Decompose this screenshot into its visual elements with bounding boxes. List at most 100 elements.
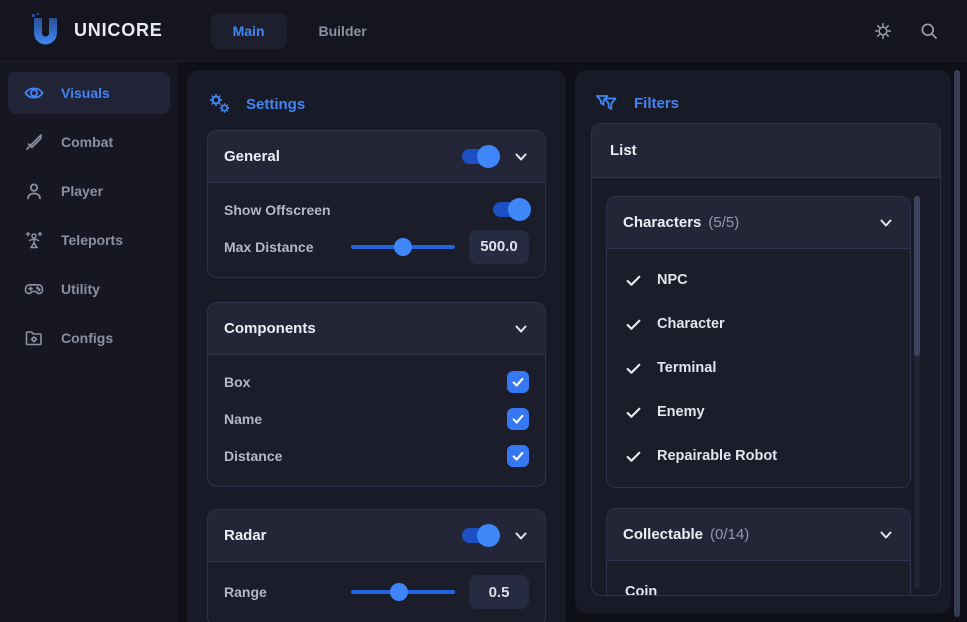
topbar-actions [873, 21, 939, 41]
sidebar-item-label: Teleports [61, 232, 123, 248]
filter-item-terminal[interactable]: Terminal [625, 346, 910, 390]
unicore-u-logo-icon [30, 12, 60, 49]
filter-item-coin[interactable]: Coin [625, 570, 910, 595]
settings-title: Settings [246, 95, 306, 113]
check-icon [625, 404, 642, 421]
brand-title: UNICORE [74, 20, 163, 40]
card-radar-header[interactable]: Radar [208, 510, 545, 562]
show-offscreen-toggle[interactable] [493, 198, 531, 221]
filter-group-collectable: Collectable (0/14) Coin [606, 508, 911, 595]
filter-icon [595, 92, 621, 114]
name-checkbox[interactable] [507, 407, 529, 430]
sidebar: Visuals Combat Player [0, 62, 178, 622]
top-bar: UNICORE Main Builder [0, 0, 967, 62]
gamepad-icon [24, 279, 44, 299]
check-icon [625, 448, 642, 465]
general-toggle[interactable] [462, 145, 500, 168]
filters-header: Filters [575, 70, 951, 114]
sidebar-item-teleports[interactable]: Teleports [8, 219, 170, 261]
sidebar-item-combat[interactable]: Combat [8, 121, 170, 163]
sword-icon [24, 132, 44, 152]
sidebar-item-label: Player [61, 183, 104, 199]
list-scrollbar-thumb[interactable] [914, 196, 920, 356]
page-scrollbar[interactable] [954, 70, 960, 617]
person-icon [24, 181, 44, 201]
card-title: General [224, 148, 280, 165]
chevron-down-icon[interactable] [878, 527, 894, 543]
setting-label: Range [224, 584, 267, 600]
sidebar-item-player[interactable]: Player [8, 170, 170, 212]
tab-builder[interactable]: Builder [318, 22, 367, 39]
filter-group-collectable-items: Coin [607, 561, 910, 595]
setting-label: Max Distance [224, 238, 314, 255]
card-components: Components Box Name [207, 302, 546, 487]
filter-list-body: Characters (5/5) NPC [592, 178, 940, 595]
sidebar-item-configs[interactable]: Configs [8, 317, 170, 359]
setting-row-box: Box [224, 363, 529, 400]
filter-item-label: Coin [625, 584, 658, 595]
card-components-header[interactable]: Components [208, 303, 545, 355]
settings-panel: Settings General Show Offscreen [187, 70, 566, 622]
filter-item-npc[interactable]: NPC [625, 258, 910, 302]
filter-list-title: List [610, 142, 637, 159]
slider-handle[interactable] [394, 237, 412, 256]
filter-item-label: Enemy [657, 404, 705, 420]
sidebar-item-label: Visuals [61, 85, 110, 101]
range-value[interactable]: 0.5 [469, 575, 529, 609]
gears-icon [207, 92, 233, 116]
tab-main[interactable]: Main [210, 12, 287, 49]
check-icon [625, 272, 642, 289]
filter-item-label: Character [657, 316, 725, 332]
setting-row-distance: Distance [224, 437, 529, 474]
max-distance-slider[interactable] [351, 237, 455, 256]
group-title: Characters [623, 214, 702, 231]
filter-item-character[interactable]: Character [625, 302, 910, 346]
card-general-body: Show Offscreen Max Distance 500.0 [208, 183, 545, 277]
eye-icon [24, 83, 44, 103]
chevron-down-icon[interactable] [513, 149, 529, 165]
chevron-down-icon[interactable] [513, 321, 529, 337]
group-count: (5/5) [708, 214, 740, 231]
gear-icon[interactable] [873, 21, 893, 41]
setting-label: Name [224, 410, 263, 427]
setting-row-name: Name [224, 400, 529, 437]
chevron-down-icon[interactable] [878, 215, 894, 231]
box-checkbox[interactable] [507, 370, 529, 393]
teleport-icon [24, 230, 44, 250]
range-slider[interactable] [351, 583, 455, 601]
card-radar-body: Range 0.5 [208, 562, 545, 622]
filter-item-repairable-robot[interactable]: Repairable Robot [625, 434, 910, 478]
sidebar-item-utility[interactable]: Utility [8, 268, 170, 310]
filter-group-characters: Characters (5/5) NPC [606, 196, 911, 488]
filter-group-characters-header[interactable]: Characters (5/5) [607, 197, 910, 249]
check-icon [625, 316, 642, 333]
sidebar-item-label: Configs [61, 330, 114, 346]
page-scrollbar-thumb[interactable] [954, 70, 960, 617]
filter-list-container: List Characters (5/5) [591, 123, 941, 596]
filter-item-label: Repairable Robot [657, 448, 778, 464]
filter-item-enemy[interactable]: Enemy [625, 390, 910, 434]
card-radar: Radar Range 0.5 [207, 509, 546, 622]
filters-panel: Filters List Characters (5/5) [575, 70, 951, 613]
filter-group-characters-items: NPC Character Terminal [607, 249, 910, 487]
group-title: Collectable [623, 526, 704, 543]
filter-group-collectable-header[interactable]: Collectable (0/14) [607, 509, 910, 561]
group-count: (0/14) [710, 526, 750, 543]
top-tabs: Main Builder [210, 12, 389, 49]
slider-handle[interactable] [389, 583, 408, 601]
filter-item-label: Terminal [657, 360, 717, 376]
sidebar-item-label: Combat [61, 134, 114, 150]
radar-toggle[interactable] [462, 524, 500, 547]
sidebar-item-visuals[interactable]: Visuals [8, 72, 170, 114]
settings-header: Settings [187, 70, 566, 116]
card-general-header[interactable]: General [208, 131, 545, 183]
card-components-body: Box Name Distance [208, 355, 545, 486]
setting-row-max-distance: Max Distance 500.0 [224, 228, 529, 265]
distance-checkbox[interactable] [507, 444, 529, 467]
max-distance-value[interactable]: 500.0 [469, 229, 529, 264]
list-scrollbar[interactable] [914, 196, 920, 588]
card-title: Components [224, 320, 316, 337]
search-icon[interactable] [919, 21, 939, 41]
chevron-down-icon[interactable] [513, 528, 529, 544]
